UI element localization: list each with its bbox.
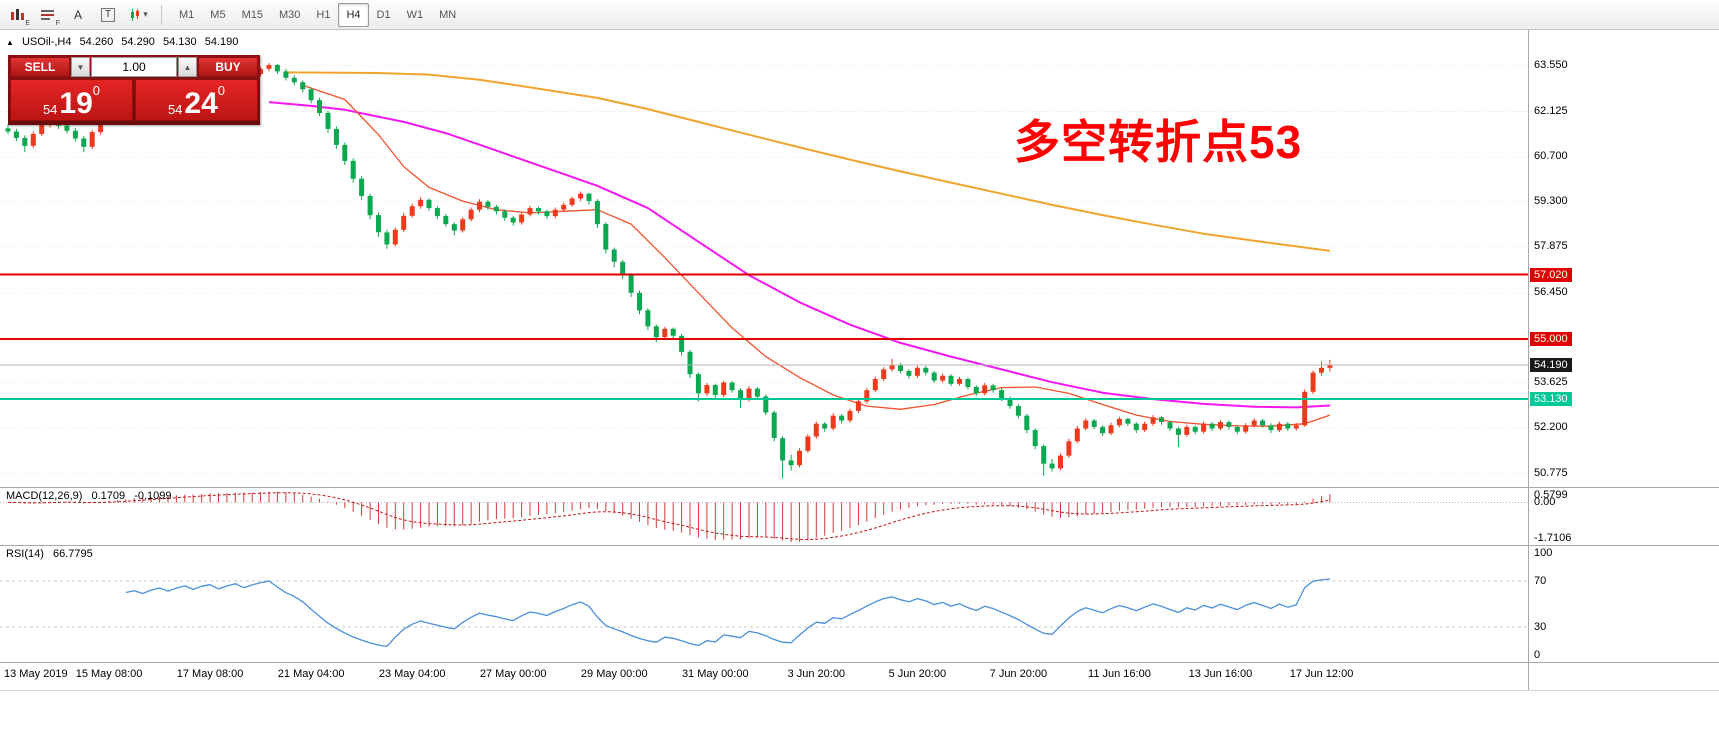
buy-price-big: 24	[184, 87, 218, 120]
hline-price-label: 55.000	[1530, 332, 1572, 347]
timeframe-button-m1[interactable]: M1	[179, 8, 195, 21]
buy-price-button[interactable]: 54 24 0	[135, 79, 258, 121]
ohlc-low: 54.130	[163, 36, 197, 48]
time-axis-label: 21 May 04:00	[277, 668, 345, 680]
price-tick: 53.625	[1534, 375, 1568, 388]
symbol-name: USOil-,H4	[21, 36, 72, 48]
price-tick: 56.450	[1534, 285, 1568, 298]
timeframe-button-mn[interactable]: MN	[439, 8, 457, 21]
volume-up-button[interactable]: ▲	[178, 57, 197, 77]
hline-price-label: 57.020	[1530, 267, 1572, 282]
panel-separator	[0, 662, 1719, 663]
window-bottom-border	[0, 690, 1719, 691]
price-tick: 63.550	[1534, 59, 1568, 71]
hline-price-label: 53.130	[1530, 391, 1572, 406]
panel-separator[interactable]	[0, 487, 1719, 488]
sell-price-sup: 0	[92, 83, 101, 98]
timeframe-button-w1[interactable]: W1	[406, 8, 424, 21]
chart-annotation-text: 多空转折点53	[1014, 116, 1303, 168]
time-axis-label: 27 May 00:00	[479, 668, 547, 680]
sell-price-main: 54	[42, 102, 58, 117]
timeframe-button-m30[interactable]: M30	[278, 8, 301, 21]
buy-price-main: 54	[167, 102, 183, 117]
chevron-down-icon: ▾	[143, 9, 148, 19]
time-axis-label: 13 May 2019	[4, 668, 68, 680]
toolbar-separator	[161, 4, 162, 25]
macd-axis-tick: -1.7106	[1534, 532, 1572, 544]
time-axis-label: 23 May 04:00	[378, 668, 446, 680]
time-axis-label: 15 May 08:00	[75, 668, 143, 680]
ohlc-open: 54.260	[79, 36, 114, 48]
time-axis-label: 11 Jun 16:00	[1088, 668, 1151, 680]
one-click-trading-panel: SELL ▼ ▲ BUY 54 19 0 54 24 0	[8, 55, 260, 125]
time-axis[interactable]: 13 May 2019 15 May 08:00 17 May 08:00 21 Ma…	[0, 664, 1528, 690]
timeframe-button-m15[interactable]: M15	[241, 8, 263, 21]
price-tick: 52.200	[1534, 421, 1568, 434]
rsi-axis-tick: 100	[1534, 547, 1553, 559]
sell-price-button[interactable]: 54 19 0	[10, 79, 133, 121]
cursor-tool-button[interactable]: A	[64, 2, 92, 28]
macd-axis-tick: 0.5799	[1534, 489, 1568, 501]
macd-axis-tick: 0.00	[1534, 496, 1556, 509]
toolbar: E F A T ▾ M1 M5 M15 M30 H1 H4 D1 W1 MN	[0, 0, 1719, 30]
text-tool-label: T	[100, 7, 116, 22]
macd-signal-value: -0.1099	[134, 490, 172, 502]
ohlc-high: 54.290	[121, 36, 155, 48]
macd-header: MACD(12,26,9) 0.1709 -0.1099	[6, 490, 178, 502]
panel-separator[interactable]	[0, 545, 1719, 546]
text-tool-button[interactable]: T	[94, 2, 122, 28]
rsi-axis-tick: 30	[1534, 621, 1547, 634]
macd-panel	[0, 488, 1528, 545]
price-tick: 62.125	[1534, 104, 1568, 117]
time-axis-label: 31 May 00:00	[681, 668, 749, 680]
time-axis-label: 13 Jun 16:00	[1188, 668, 1253, 680]
volume-input[interactable]	[91, 57, 177, 77]
time-axis-label: 29 May 00:00	[580, 668, 648, 680]
price-tick: 59.300	[1534, 194, 1568, 207]
buy-price-sup: 0	[217, 83, 226, 98]
price-tick: 60.700	[1534, 150, 1568, 163]
rsi-axis-tick: 70	[1534, 574, 1547, 587]
buy-button[interactable]: BUY	[198, 57, 258, 77]
icon-badge: E	[25, 19, 30, 27]
price-axis[interactable]: 63.550 62.125 60.700 59.300 57.875 56.450 53.6…	[1529, 30, 1719, 690]
drawing-tools-button[interactable]: ▾	[124, 2, 152, 28]
sell-button[interactable]: SELL	[10, 57, 70, 77]
timeframe-group: M1 M5 M15 M30 H1 H4 D1 W1 MN	[171, 2, 464, 27]
price-tick: 57.875	[1534, 240, 1568, 253]
icon-badge: F	[55, 19, 60, 27]
rsi-axis-tick: 0	[1534, 649, 1541, 661]
symbol-ohlc-header: ▲ USOil-,H4 54.260 54.290 54.130 54.190	[6, 36, 243, 48]
symbol-marker-icon: ▲	[6, 38, 14, 47]
list-icon	[41, 9, 54, 20]
macd-main-value: 0.1709	[91, 490, 126, 502]
timeframe-button-m5[interactable]: M5	[210, 8, 226, 21]
ohlc-close: 54.190	[204, 36, 239, 48]
rsi-label: RSI(14)	[6, 548, 44, 560]
chart-type-icon[interactable]: E	[4, 2, 32, 28]
time-axis-label: 3 Jun 20:00	[787, 668, 846, 680]
axis-separator	[1528, 30, 1529, 690]
sell-price-big: 19	[59, 87, 93, 120]
timeframe-button-h1[interactable]: H1	[316, 8, 331, 21]
cursor-tool-label: A	[73, 7, 82, 22]
rsi-header: RSI(14) 66.7795	[6, 548, 99, 560]
bid-price-label: 54.190	[1530, 357, 1572, 372]
volume-down-button[interactable]: ▼	[71, 57, 90, 77]
indicator-list-icon[interactable]: F	[34, 2, 62, 28]
time-axis-label: 7 Jun 20:00	[989, 668, 1048, 680]
candle-tool-icon	[131, 8, 140, 21]
macd-label: MACD(12,26,9)	[6, 490, 83, 502]
price-tick: 50.775	[1534, 466, 1568, 479]
timeframe-button-d1[interactable]: D1	[376, 8, 391, 21]
time-axis-label: 17 Jun 12:00	[1289, 668, 1354, 680]
rsi-panel	[0, 546, 1528, 662]
rsi-value: 66.7795	[52, 548, 93, 560]
timeframe-button-h4[interactable]: H4	[338, 2, 369, 27]
bar-chart-icon	[11, 8, 24, 20]
time-axis-label: 17 May 08:00	[176, 668, 244, 680]
time-axis-label: 5 Jun 20:00	[888, 668, 947, 680]
